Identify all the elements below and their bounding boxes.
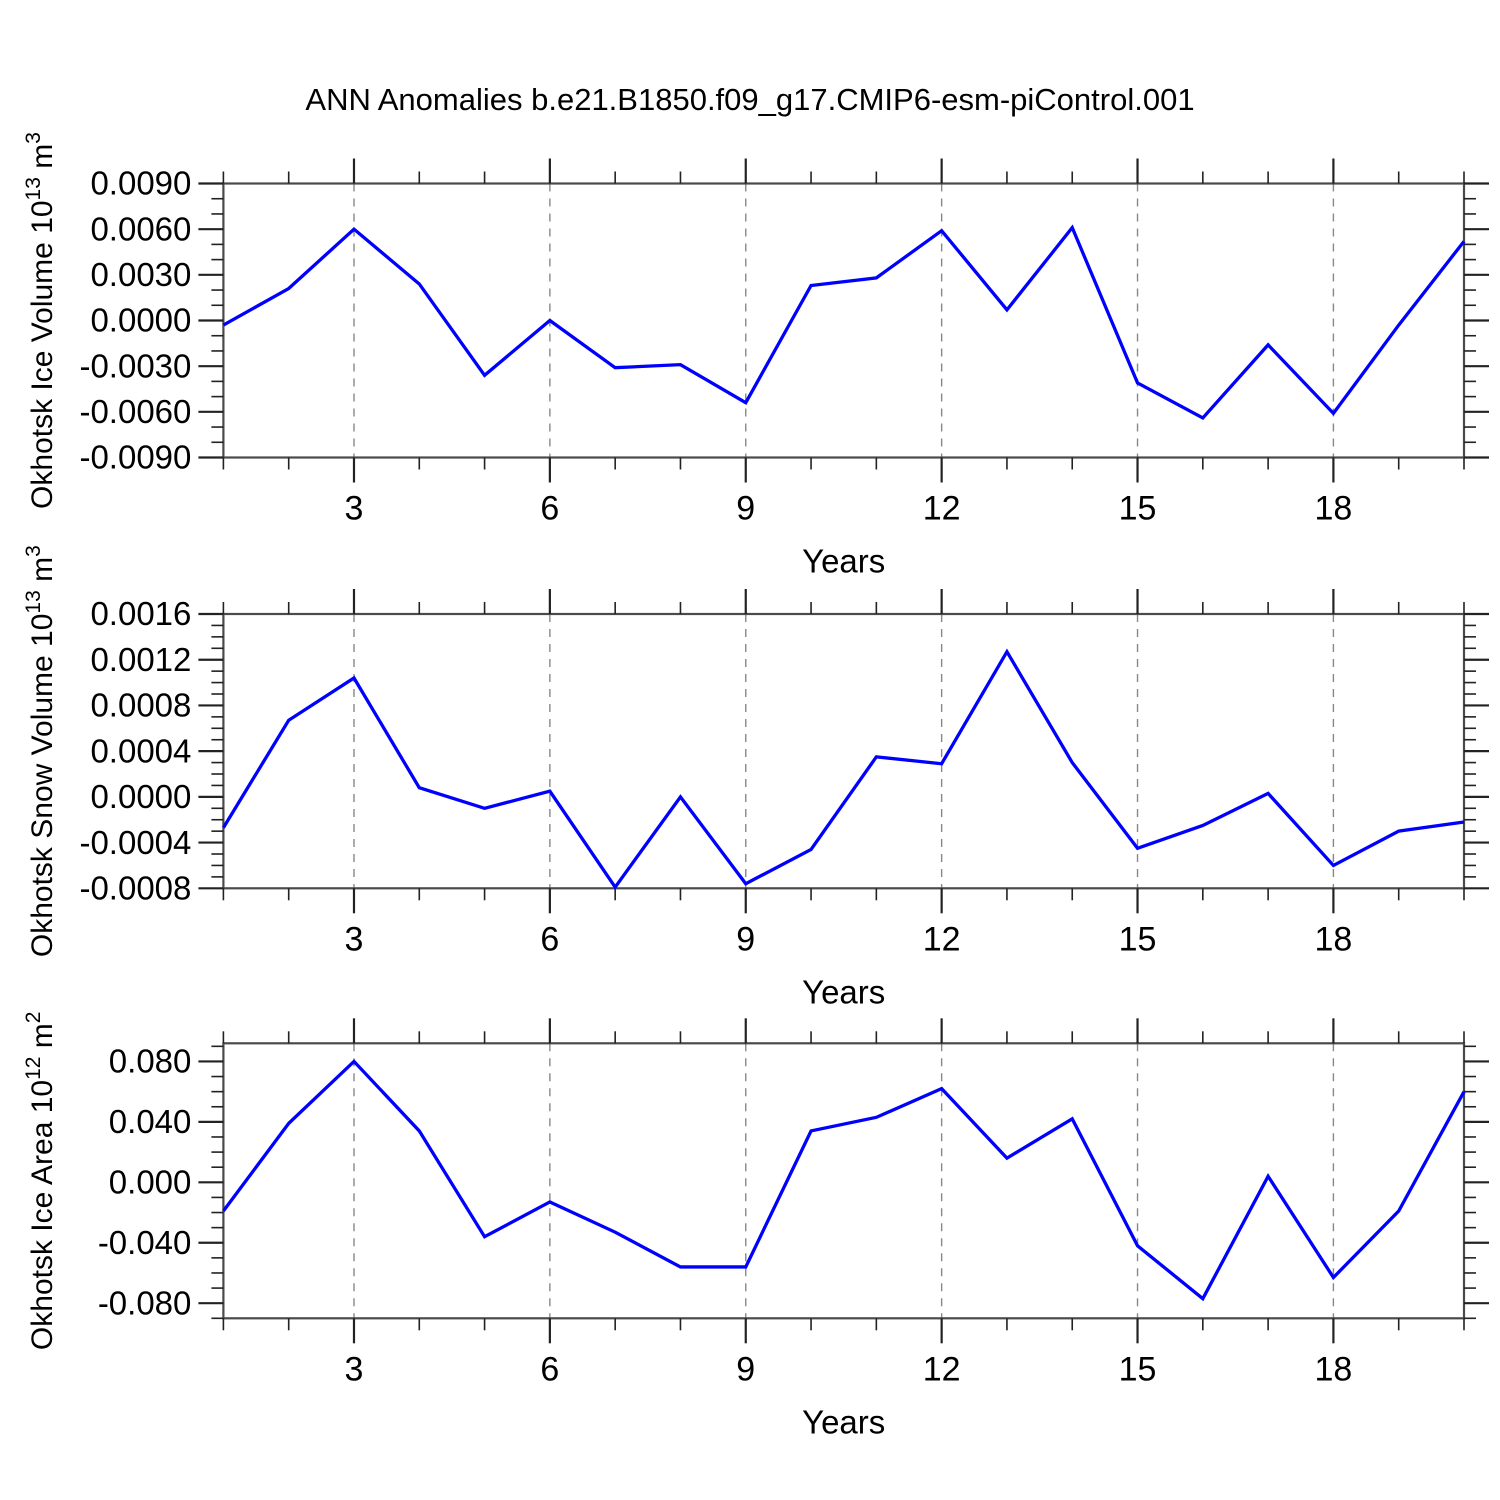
x-tick-label: 9 bbox=[736, 1350, 755, 1388]
snow-volume-chart: 0.0016 0.0012 0.0008 0.0004 0.0000 -0.0004 -0.… bbox=[22, 545, 1489, 1010]
y-tick-label: 0.000 bbox=[109, 1164, 192, 1201]
x-tick-label: 15 bbox=[1119, 1350, 1157, 1388]
y-tick-label: -0.0008 bbox=[79, 870, 191, 907]
data-line bbox=[222, 1059, 1466, 1302]
data-line bbox=[222, 224, 1466, 420]
x-tick-label: 18 bbox=[1314, 490, 1352, 528]
x-tick-label: 12 bbox=[923, 1350, 961, 1388]
y-tick-label: 0.0060 bbox=[90, 210, 191, 247]
x-tick-label: 9 bbox=[736, 490, 755, 528]
x-axis-title: Years bbox=[802, 1403, 885, 1440]
x-tick-label: 3 bbox=[345, 490, 364, 528]
x-tick-label: 15 bbox=[1119, 920, 1157, 958]
y-axis-title: Okhotsk Ice Area 1012 m2 bbox=[22, 1012, 59, 1351]
y-tick-label: 0.0004 bbox=[90, 732, 191, 769]
x-axis-title: Years bbox=[802, 543, 885, 580]
y-tick-label: 0.0030 bbox=[90, 256, 191, 293]
y-tick-label: -0.080 bbox=[98, 1284, 192, 1321]
y-tick-label: -0.040 bbox=[98, 1224, 192, 1261]
y-tick-label: 0.040 bbox=[109, 1103, 192, 1140]
y-tick-label: 0.0000 bbox=[90, 302, 191, 339]
x-tick-label: 6 bbox=[540, 920, 559, 958]
data-line bbox=[221, 648, 1465, 891]
y-tick-label: 0.0000 bbox=[90, 778, 191, 815]
y-tick-label: -0.0030 bbox=[79, 347, 191, 384]
x-tick-label: 9 bbox=[736, 920, 755, 958]
y-axis-title: Okhotsk Snow Volume 1013 m3 bbox=[22, 545, 59, 957]
y-tick-label: 0.080 bbox=[109, 1043, 192, 1080]
y-tick-label: 0.0012 bbox=[90, 641, 191, 678]
figure-title: ANN Anomalies b.e21.B1850.f09_g17.CMIP6-… bbox=[305, 82, 1195, 117]
x-tick-label: 6 bbox=[540, 1350, 559, 1388]
y-axis-title: Okhotsk Ice Volume 1013 m3 bbox=[22, 132, 59, 509]
plot-frame bbox=[222, 182, 1466, 459]
x-tick-label: 15 bbox=[1119, 490, 1157, 528]
x-tick-label: 12 bbox=[923, 490, 961, 528]
ice-volume-chart: 0.0090 0.0060 0.0030 0.0000 -0.0030 -0.0060 -0… bbox=[22, 132, 1489, 580]
y-tick-label: 0.0016 bbox=[90, 595, 191, 632]
y-tick-label: -0.0090 bbox=[79, 439, 191, 476]
x-axis-title: Years bbox=[802, 973, 885, 1010]
x-tick-label: 6 bbox=[540, 490, 559, 528]
plot-frame bbox=[222, 1042, 1466, 1320]
ice-area-chart: 0.080 0.040 0.000 -0.040 -0.080 3 6 9 12 15 18 Year… bbox=[22, 1012, 1489, 1440]
x-tick-label: 18 bbox=[1314, 1350, 1352, 1388]
y-tick-label: -0.0004 bbox=[79, 824, 191, 861]
x-tick-label: 18 bbox=[1314, 920, 1352, 958]
x-tick-label: 3 bbox=[345, 1350, 364, 1388]
x-tick-label: 3 bbox=[345, 920, 364, 958]
plot-frame bbox=[222, 612, 1466, 890]
y-tick-label: 0.0008 bbox=[90, 687, 191, 724]
x-tick-label: 12 bbox=[923, 920, 961, 958]
y-tick-label: -0.0060 bbox=[79, 393, 191, 430]
y-tick-label: 0.0090 bbox=[90, 165, 191, 202]
